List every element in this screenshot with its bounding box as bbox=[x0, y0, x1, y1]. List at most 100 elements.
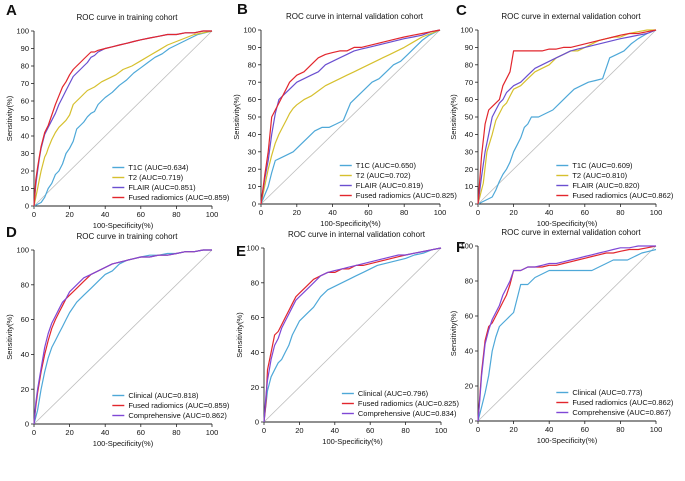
y-tick-label: 10 bbox=[21, 184, 29, 193]
x-tick-label: 40 bbox=[331, 426, 339, 435]
roc-curve-flair bbox=[477, 29, 657, 205]
panel-letter: C bbox=[456, 2, 467, 19]
legend-entry: FLAIR (AUC=0.851) bbox=[128, 183, 196, 192]
legend-entry: T2 (AUC=0.702) bbox=[356, 171, 411, 180]
y-tick-label: 80 bbox=[465, 277, 473, 286]
y-tick-label: 30 bbox=[465, 147, 473, 156]
chart-title: ROC curve in training cohort bbox=[77, 13, 179, 22]
roc-curve-comprehensive bbox=[263, 247, 442, 423]
x-axis-label: 100-Specificity(%) bbox=[537, 436, 598, 445]
reference-diagonal bbox=[33, 249, 213, 425]
x-tick-label: 0 bbox=[259, 208, 263, 217]
y-tick-label: 40 bbox=[21, 350, 29, 359]
x-tick-label: 80 bbox=[172, 428, 180, 437]
y-tick-label: 20 bbox=[248, 165, 256, 174]
x-tick-label: 80 bbox=[400, 208, 408, 217]
legend-entry: Clinical (AUC=0.773) bbox=[572, 388, 643, 397]
chart-title: ROC curve in external validation cohort bbox=[501, 228, 641, 237]
x-tick-label: 80 bbox=[401, 426, 409, 435]
x-tick-label: 40 bbox=[328, 208, 336, 217]
roc-curve-comprehensive bbox=[477, 245, 656, 422]
legend-entry: Fused radiomics (AUC=0.859) bbox=[128, 193, 230, 202]
reference-diagonal bbox=[260, 29, 441, 205]
x-tick-label: 0 bbox=[476, 208, 480, 217]
y-tick-label: 100 bbox=[16, 246, 29, 255]
reference-diagonal bbox=[477, 245, 657, 422]
panel-letter: F bbox=[456, 239, 465, 256]
y-axis-label: Sensitivity(%) bbox=[5, 314, 14, 360]
y-axis-label: Sensitivity(%) bbox=[5, 95, 14, 141]
panel-e: E ROC curve in internal validation cohort… bbox=[235, 230, 459, 446]
y-tick-label: 100 bbox=[246, 244, 259, 253]
x-tick-label: 40 bbox=[545, 425, 553, 434]
y-tick-label: 20 bbox=[465, 165, 473, 174]
y-tick-label: 90 bbox=[248, 43, 256, 52]
y-tick-label: 10 bbox=[248, 182, 256, 191]
x-tick-label: 60 bbox=[364, 208, 372, 217]
y-tick-label: 40 bbox=[21, 132, 29, 141]
panel-letter: A bbox=[6, 2, 17, 19]
roc-curve-t1c bbox=[477, 29, 657, 205]
reference-diagonal bbox=[263, 247, 442, 423]
legend-entry: T2 (AUC=0.719) bbox=[128, 173, 183, 182]
x-axis-label: 100-Specificity(%) bbox=[320, 219, 381, 228]
y-tick-label: 60 bbox=[465, 95, 473, 104]
roc-curve-t1c bbox=[260, 29, 441, 205]
chart-title: ROC curve in internal validation cohort bbox=[286, 12, 424, 21]
roc-curve-t2 bbox=[260, 29, 441, 205]
x-tick-label: 60 bbox=[366, 426, 374, 435]
x-tick-label: 0 bbox=[32, 210, 36, 219]
x-tick-label: 100 bbox=[650, 208, 663, 217]
legend-entry: FLAIR (AUC=0.820) bbox=[572, 181, 640, 190]
y-tick-label: 80 bbox=[248, 60, 256, 69]
x-tick-label: 60 bbox=[581, 208, 589, 217]
roc-curve-fused-radiomics bbox=[477, 29, 657, 205]
x-tick-label: 80 bbox=[172, 210, 180, 219]
y-tick-label: 0 bbox=[469, 200, 473, 209]
y-tick-label: 20 bbox=[465, 382, 473, 391]
y-tick-label: 70 bbox=[248, 78, 256, 87]
x-tick-label: 20 bbox=[509, 208, 517, 217]
y-tick-label: 20 bbox=[21, 167, 29, 176]
x-tick-label: 60 bbox=[137, 210, 145, 219]
x-tick-label: 100 bbox=[435, 426, 448, 435]
y-tick-label: 70 bbox=[21, 79, 29, 88]
panel-c: C ROC curve in external validation cohort… bbox=[449, 2, 674, 228]
y-tick-label: 0 bbox=[469, 417, 473, 426]
y-tick-label: 60 bbox=[251, 313, 259, 322]
y-tick-label: 20 bbox=[21, 385, 29, 394]
y-tick-label: 20 bbox=[251, 383, 259, 392]
y-tick-label: 80 bbox=[21, 280, 29, 289]
panel-a: A ROC curve in training cohort 0 10 20 30 40 50… bbox=[5, 2, 230, 230]
y-tick-label: 0 bbox=[25, 420, 29, 429]
panel-f: F ROC curve in external validation cohort… bbox=[449, 228, 674, 445]
x-axis-label: 100-Specificity(%) bbox=[322, 437, 383, 446]
x-tick-label: 60 bbox=[581, 425, 589, 434]
roc-curve-clinical bbox=[477, 248, 657, 422]
roc-curve-clinical bbox=[263, 247, 442, 423]
x-axis-label: 100-Specificity(%) bbox=[93, 221, 154, 230]
panel-letter: B bbox=[237, 1, 248, 18]
legend-entry: Fused radiomics (AUC=0.825) bbox=[358, 399, 460, 408]
x-tick-label: 100 bbox=[206, 428, 219, 437]
chart-title: ROC curve in external validation cohort bbox=[501, 12, 641, 21]
y-tick-label: 90 bbox=[465, 43, 473, 52]
y-tick-label: 60 bbox=[21, 97, 29, 106]
y-tick-label: 40 bbox=[465, 130, 473, 139]
legend-entry: Fused radiomics (AUC=0.862) bbox=[572, 398, 674, 407]
y-tick-label: 50 bbox=[248, 113, 256, 122]
y-tick-label: 30 bbox=[21, 149, 29, 158]
legend-entry: Fused radiomics (AUC=0.862) bbox=[572, 191, 674, 200]
x-tick-label: 20 bbox=[65, 428, 73, 437]
legend-entry: Fused radiomics (AUC=0.859) bbox=[128, 401, 230, 410]
legend-entry: Comprehensive (AUC=0.867) bbox=[572, 408, 671, 417]
panel-letter: E bbox=[236, 243, 246, 260]
chart-title: ROC curve in internal validation cohort bbox=[288, 230, 426, 239]
y-tick-label: 60 bbox=[248, 95, 256, 104]
y-tick-label: 100 bbox=[460, 242, 473, 251]
x-tick-label: 60 bbox=[137, 428, 145, 437]
y-tick-label: 90 bbox=[21, 44, 29, 53]
y-tick-label: 0 bbox=[255, 418, 259, 427]
legend-entry: T1C (AUC=0.609) bbox=[572, 161, 633, 170]
